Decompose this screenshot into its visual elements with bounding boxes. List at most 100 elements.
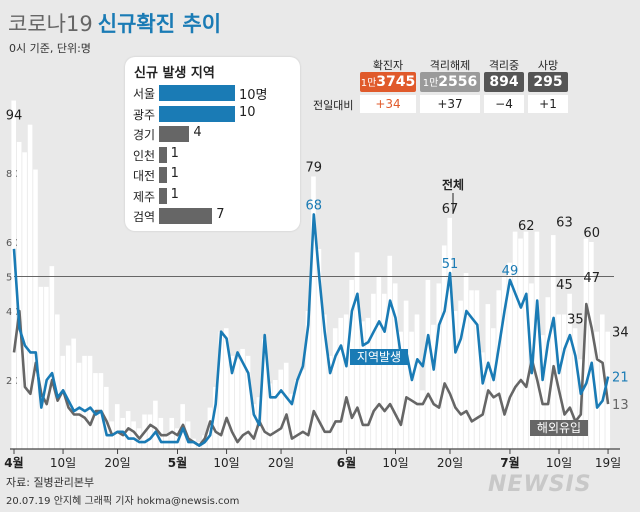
total-bar <box>600 314 605 449</box>
subtitle: 0시 기준, 단위:명 <box>9 42 91 55</box>
total-bar <box>71 338 76 449</box>
total-bar <box>458 300 463 449</box>
region-row: 인천 1 <box>125 146 300 164</box>
region-row: 제주 1 <box>125 187 300 205</box>
total-bar <box>278 369 284 449</box>
title-main: 신규확진 추이 <box>97 12 222 36</box>
total-bar <box>234 359 240 449</box>
data-label: 35 <box>567 312 584 327</box>
total-bar <box>191 438 196 449</box>
region-title: 신규 발생 지역 <box>134 66 215 81</box>
total-bar <box>114 404 120 449</box>
total-bar <box>60 355 66 449</box>
region-row: 대전 1 <box>125 166 300 184</box>
total-bar <box>55 314 60 449</box>
total-bar <box>322 314 327 449</box>
region-value: 1 <box>170 145 179 161</box>
region-row: 경기 4 <box>125 125 300 143</box>
total-bar <box>534 231 540 449</box>
total-bar <box>332 328 338 449</box>
total-bar <box>147 414 153 449</box>
x-tick-label: 10일 <box>213 456 239 470</box>
imported-series-tag-bg <box>530 420 588 436</box>
region-name: 검역 <box>133 210 156 224</box>
total-bar <box>300 369 305 449</box>
delta-confirmed: +34 <box>360 95 416 113</box>
total-bar <box>27 124 33 449</box>
total-bar <box>153 400 158 449</box>
total-bar <box>218 331 224 449</box>
total-bar <box>501 276 507 449</box>
total-bar <box>305 311 311 449</box>
total-bar <box>605 331 611 449</box>
total-bar <box>561 314 567 449</box>
total-bar <box>365 317 371 449</box>
total-bar <box>491 328 496 449</box>
total-bar <box>583 238 589 449</box>
region-value: 10 <box>239 104 256 120</box>
total-bar <box>436 283 442 449</box>
region-name: 대전 <box>133 169 156 183</box>
local-series-tag-bg <box>350 349 408 365</box>
region-bar <box>159 85 235 101</box>
region-name: 인천 <box>133 148 156 163</box>
total-bar <box>289 393 294 449</box>
total-bar <box>240 348 245 449</box>
total-bar <box>420 390 425 449</box>
x-tick-label: 20일 <box>437 456 463 470</box>
total-bar <box>540 335 545 449</box>
region-value: 10명 <box>239 88 268 103</box>
x-tick-label: 5월 <box>168 455 187 470</box>
data-label: 79 <box>305 160 322 175</box>
total-bar <box>311 176 316 449</box>
data-label: 63 <box>556 216 573 231</box>
total-bar <box>251 404 256 449</box>
total-bar <box>294 380 300 449</box>
region-bar <box>159 126 190 142</box>
total-bar <box>245 355 251 449</box>
total-bar <box>343 314 349 449</box>
total-bar <box>82 355 87 449</box>
total-bar <box>523 231 529 449</box>
stat-value-confirmed: 1만3745 <box>360 72 416 92</box>
total-bar <box>22 152 27 450</box>
total-bar <box>262 338 267 449</box>
data-label: 21 <box>612 371 629 386</box>
total-bar <box>371 293 376 449</box>
title-prefix: 코로나19 <box>8 12 93 36</box>
total-bar <box>207 407 213 449</box>
total-bar <box>16 141 22 449</box>
stat-label-isolated: 격리중 <box>488 59 520 72</box>
data-label: 45 <box>556 278 573 293</box>
x-tick-label: 6월 <box>337 455 356 470</box>
x-tick-label: 10일 <box>50 456 76 470</box>
total-bar <box>283 362 289 449</box>
total-bar <box>409 331 414 449</box>
data-label: 67 <box>442 202 459 217</box>
region-row: 서울 10명 <box>125 84 300 103</box>
credit-note: 20.07.19 안지혜 그래픽 기자 hokma@newsis.com <box>6 496 240 507</box>
total-bar <box>469 290 474 449</box>
x-tick-label: 4월 <box>4 455 23 470</box>
region-row: 검역 7 <box>125 207 300 225</box>
region-bar <box>159 167 167 183</box>
total-bar <box>507 262 512 449</box>
total-bar <box>431 324 436 449</box>
total-bar <box>65 345 71 449</box>
region-bar <box>159 146 167 163</box>
total-bar <box>594 331 600 449</box>
total-bar <box>556 314 561 449</box>
data-label: 68 <box>305 198 322 213</box>
stat-value-released: 1만2556 <box>420 72 480 92</box>
total-bar <box>174 428 180 449</box>
total-bar <box>589 242 594 449</box>
total-bar <box>273 380 278 449</box>
region-bar <box>159 208 213 224</box>
x-tick-label: 19일 <box>595 456 621 470</box>
data-label: 62 <box>518 219 535 234</box>
x-tick-label: 10일 <box>382 456 408 470</box>
region-panel: 신규 발생 지역 서울 10명 광주 10 경기 4 인천 1 대전 1 제주 1 검역 7 <box>125 57 300 231</box>
total-bar <box>447 217 452 449</box>
delta-label: 전일대비 <box>313 99 354 112</box>
